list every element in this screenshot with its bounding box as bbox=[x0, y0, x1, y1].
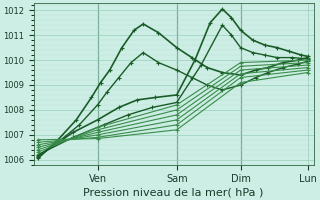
X-axis label: Pression niveau de la mer( hPa ): Pression niveau de la mer( hPa ) bbox=[84, 187, 264, 197]
